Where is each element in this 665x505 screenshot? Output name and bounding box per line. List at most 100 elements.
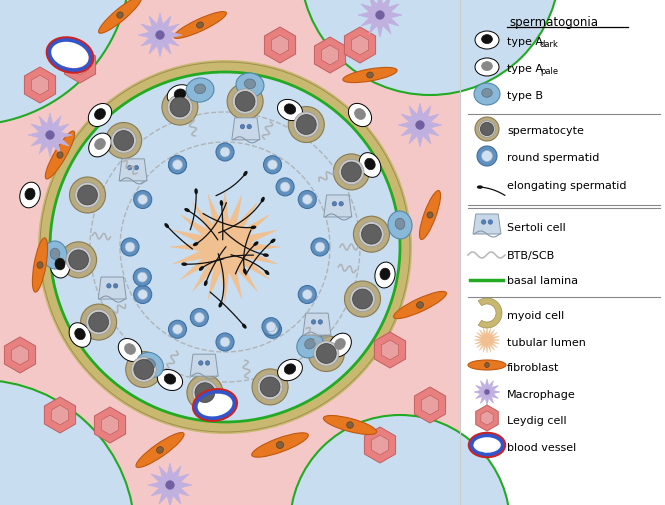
Ellipse shape xyxy=(348,104,372,127)
Circle shape xyxy=(50,73,400,422)
Ellipse shape xyxy=(277,100,303,121)
Ellipse shape xyxy=(468,360,506,370)
Ellipse shape xyxy=(199,267,204,271)
Circle shape xyxy=(134,360,154,380)
Ellipse shape xyxy=(263,254,269,258)
Polygon shape xyxy=(232,119,260,140)
Circle shape xyxy=(0,380,135,505)
Circle shape xyxy=(205,361,209,366)
Circle shape xyxy=(75,183,100,208)
Circle shape xyxy=(168,321,186,338)
Circle shape xyxy=(113,284,118,288)
Text: type A: type A xyxy=(507,37,543,47)
Polygon shape xyxy=(11,345,29,365)
Ellipse shape xyxy=(242,324,247,329)
Ellipse shape xyxy=(136,433,184,468)
Circle shape xyxy=(216,144,234,162)
Polygon shape xyxy=(5,337,36,373)
Ellipse shape xyxy=(118,339,142,362)
Polygon shape xyxy=(170,192,280,302)
Ellipse shape xyxy=(481,63,492,72)
Text: round spermatid: round spermatid xyxy=(507,153,599,163)
Ellipse shape xyxy=(323,416,376,435)
Ellipse shape xyxy=(343,68,397,83)
Ellipse shape xyxy=(50,252,70,278)
Text: Leydig cell: Leydig cell xyxy=(507,415,567,425)
Circle shape xyxy=(38,61,412,434)
Ellipse shape xyxy=(285,105,296,115)
Circle shape xyxy=(187,375,223,411)
Ellipse shape xyxy=(475,59,499,77)
Ellipse shape xyxy=(174,13,226,39)
Circle shape xyxy=(480,123,493,136)
Circle shape xyxy=(220,148,230,158)
Ellipse shape xyxy=(482,89,492,98)
Text: BTB/SCB: BTB/SCB xyxy=(507,250,555,261)
Polygon shape xyxy=(25,68,56,104)
Polygon shape xyxy=(372,435,388,455)
Circle shape xyxy=(475,118,499,142)
Ellipse shape xyxy=(354,109,366,120)
Circle shape xyxy=(78,186,97,206)
Ellipse shape xyxy=(305,339,315,349)
Circle shape xyxy=(168,157,186,174)
Text: pale: pale xyxy=(540,66,558,75)
Circle shape xyxy=(266,322,276,332)
Circle shape xyxy=(134,286,152,304)
Ellipse shape xyxy=(243,172,247,177)
Polygon shape xyxy=(398,104,442,147)
Polygon shape xyxy=(31,76,49,96)
Ellipse shape xyxy=(380,269,390,280)
Polygon shape xyxy=(65,48,96,84)
Circle shape xyxy=(299,286,317,304)
Ellipse shape xyxy=(193,242,198,246)
Ellipse shape xyxy=(394,292,446,319)
Circle shape xyxy=(233,89,258,115)
Circle shape xyxy=(294,113,319,138)
Circle shape xyxy=(138,290,148,300)
Ellipse shape xyxy=(197,23,203,29)
Circle shape xyxy=(192,380,217,406)
Ellipse shape xyxy=(33,238,48,292)
Circle shape xyxy=(240,125,245,130)
Ellipse shape xyxy=(74,329,85,340)
Ellipse shape xyxy=(94,139,105,150)
Polygon shape xyxy=(474,379,500,405)
Circle shape xyxy=(138,273,147,282)
Ellipse shape xyxy=(253,242,259,246)
Ellipse shape xyxy=(50,248,60,260)
Text: type B: type B xyxy=(507,91,543,101)
Polygon shape xyxy=(71,56,88,76)
Circle shape xyxy=(303,195,313,205)
Text: spermatocyte: spermatocyte xyxy=(507,126,584,136)
Ellipse shape xyxy=(117,13,123,19)
Ellipse shape xyxy=(375,263,395,288)
Circle shape xyxy=(339,202,343,207)
Circle shape xyxy=(88,313,108,332)
Circle shape xyxy=(128,166,132,171)
Circle shape xyxy=(280,183,290,192)
Circle shape xyxy=(352,289,372,309)
Text: Sertoli cell: Sertoli cell xyxy=(507,223,566,232)
Bar xyxy=(0,0,460,505)
Circle shape xyxy=(0,0,130,126)
Polygon shape xyxy=(303,314,331,335)
Ellipse shape xyxy=(20,183,40,209)
Circle shape xyxy=(311,320,316,325)
Ellipse shape xyxy=(45,132,74,180)
Circle shape xyxy=(257,375,283,400)
Circle shape xyxy=(126,352,162,388)
Polygon shape xyxy=(474,327,500,354)
Circle shape xyxy=(46,131,55,140)
Ellipse shape xyxy=(270,239,275,244)
Text: blood vessel: blood vessel xyxy=(507,442,577,452)
Circle shape xyxy=(267,325,277,334)
Circle shape xyxy=(309,336,344,372)
Circle shape xyxy=(315,242,325,252)
Polygon shape xyxy=(414,387,446,423)
Polygon shape xyxy=(28,114,72,158)
Ellipse shape xyxy=(261,197,265,203)
Ellipse shape xyxy=(297,332,323,358)
Text: basal lamina: basal lamina xyxy=(507,275,578,285)
Polygon shape xyxy=(324,195,352,218)
